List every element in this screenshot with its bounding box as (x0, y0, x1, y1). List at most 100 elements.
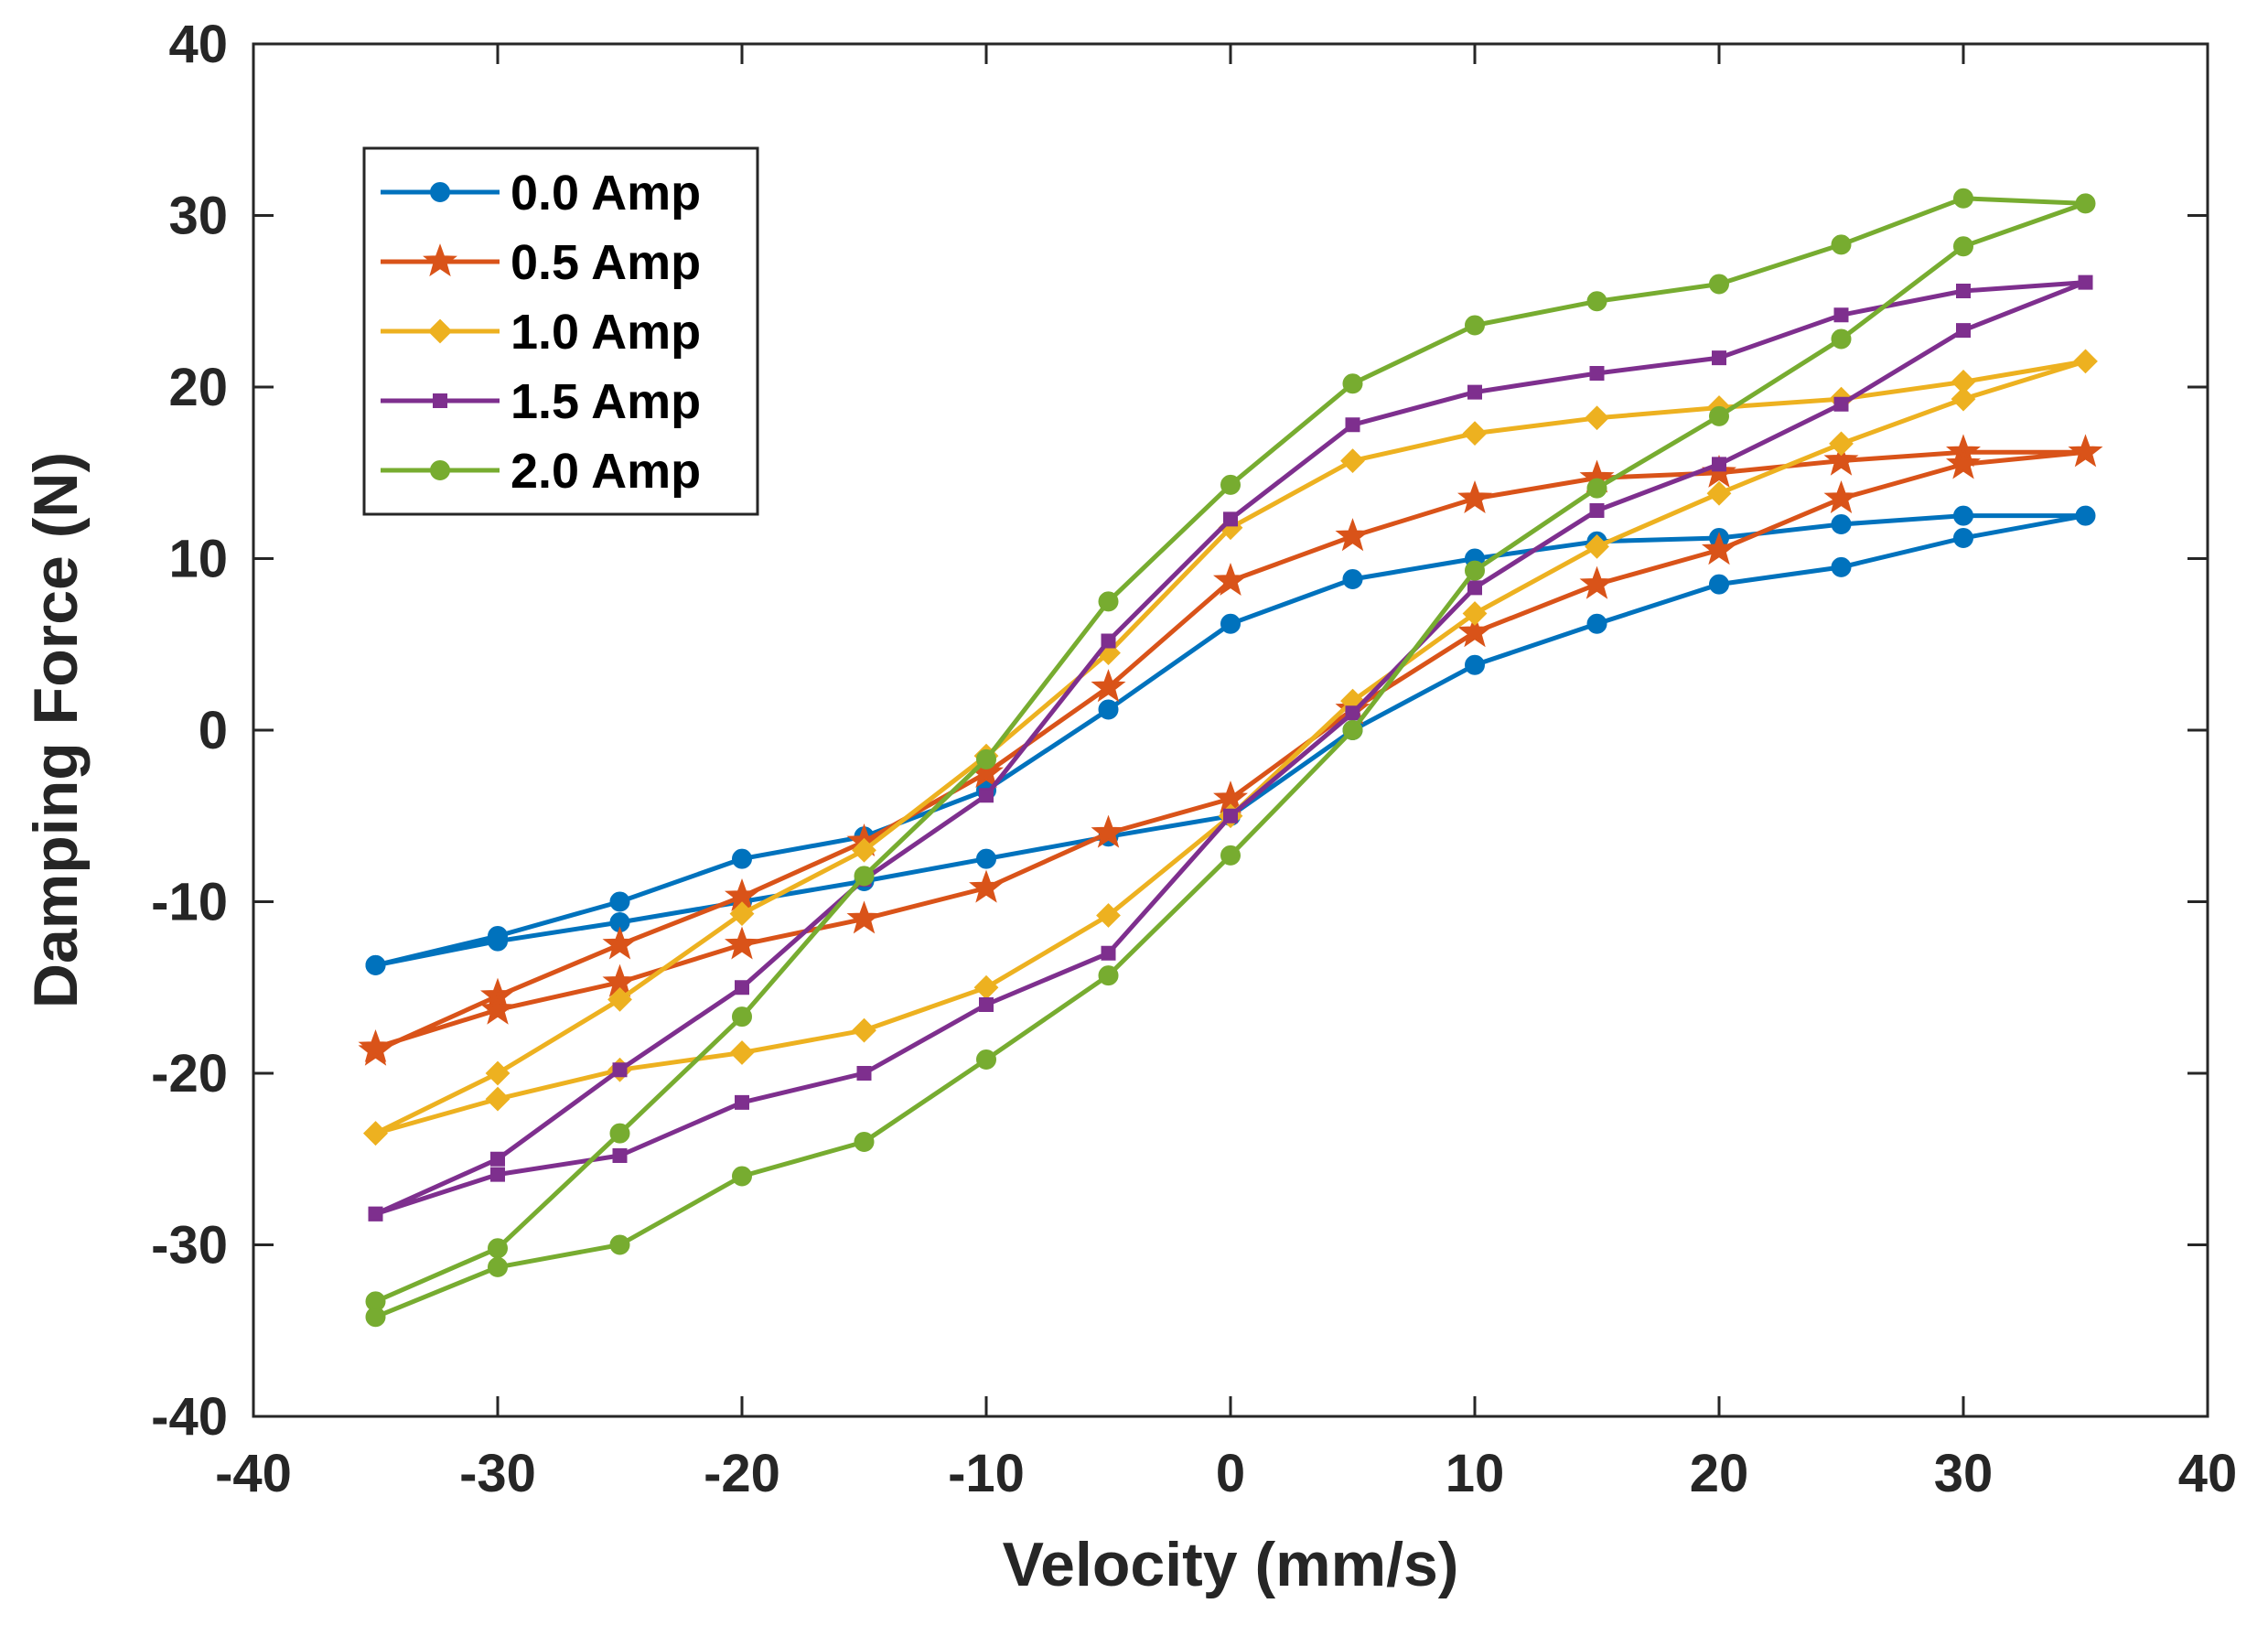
data-point (979, 788, 994, 803)
x-tick-label: 20 (1690, 1444, 1749, 1503)
data-point (852, 837, 876, 863)
data-point (1213, 562, 1248, 596)
axis-ticks: -40 -30 -20 -10 0 10 20 30 40 -40 -30 -20 -10 0 10 20 30… (151, 15, 2237, 1503)
data-point (1579, 565, 1615, 599)
legend-label: 2.0 Amp (511, 444, 701, 499)
data-point (1953, 505, 1973, 526)
data-point (1589, 366, 1605, 381)
data-point (612, 1062, 628, 1078)
data-point (2068, 434, 2103, 468)
legend-marker (430, 182, 450, 202)
data-point (1586, 478, 1607, 499)
data-point (1712, 350, 1726, 366)
data-point (1098, 591, 1119, 612)
data-point (1096, 903, 1121, 928)
data-point (2073, 349, 2098, 374)
legend-item: 1.0 Amp (381, 305, 701, 360)
data-point (1220, 474, 1241, 495)
data-point (1585, 405, 1609, 431)
data-point (1345, 705, 1360, 721)
data-point (1220, 613, 1241, 634)
data-point (488, 1256, 508, 1277)
y-tick-label: 20 (168, 358, 228, 417)
data-point (358, 1028, 393, 1062)
legend-label: 0.0 Amp (511, 166, 701, 221)
data-point (1462, 421, 1488, 447)
data-point (485, 1060, 511, 1086)
data-point (735, 980, 749, 995)
data-point (1706, 480, 1732, 506)
data-point (735, 1094, 749, 1110)
data-point (490, 1151, 505, 1167)
data-point (490, 1167, 505, 1182)
data-point (976, 848, 996, 869)
data-point (365, 1307, 386, 1328)
legend-label: 1.5 Amp (511, 374, 701, 429)
data-point (1946, 446, 1981, 479)
data-point (979, 997, 994, 1012)
data-point (1091, 669, 1126, 703)
x-tick-label: -10 (948, 1444, 1025, 1503)
data-point (480, 991, 515, 1025)
data-point (854, 866, 875, 887)
data-point (1467, 384, 1482, 400)
x-axis-label: Velocity (mm/s) (1003, 1530, 1459, 1599)
series-0-0-amp (365, 505, 2096, 975)
data-point (607, 986, 632, 1012)
x-tick-label: 10 (1446, 1444, 1505, 1503)
y-tick-label: 0 (199, 701, 228, 760)
data-point (976, 1049, 996, 1070)
y-tick-label: -20 (151, 1044, 228, 1103)
data-point (854, 1132, 875, 1152)
data-point (2075, 193, 2096, 214)
data-point (1342, 720, 1363, 740)
x-tick-label: -30 (459, 1444, 536, 1503)
series-2-0-amp (365, 188, 2096, 1328)
data-point (1709, 574, 1729, 595)
data-point (1831, 514, 1852, 534)
data-point (1712, 457, 1726, 472)
data-point (1702, 532, 1736, 565)
y-tick-label: -10 (151, 873, 228, 932)
x-tick-label: 40 (2178, 1444, 2238, 1503)
y-axis-label: Damping Force (N) (21, 452, 91, 1008)
data-point (488, 931, 508, 952)
data-point (1465, 560, 1485, 581)
x-tick-label: 30 (1934, 1444, 1994, 1503)
data-point (488, 1238, 508, 1259)
data-point (1220, 845, 1241, 866)
data-point (368, 1206, 383, 1221)
legend-marker (433, 393, 447, 408)
data-point (602, 926, 638, 960)
legend-label: 0.5 Amp (511, 235, 701, 290)
legend-marker (427, 318, 453, 344)
series-layer (358, 188, 2103, 1328)
data-point (1823, 479, 1859, 513)
data-point (1457, 479, 1492, 513)
data-point (729, 1040, 755, 1065)
data-point (1956, 323, 1971, 339)
data-point (1340, 448, 1365, 474)
data-point (1829, 431, 1854, 457)
data-point (1465, 654, 1485, 675)
data-point (969, 869, 1004, 903)
y-tick-label: -30 (151, 1216, 228, 1275)
data-point (1953, 188, 1973, 209)
data-point (732, 1166, 752, 1187)
x-tick-label: -20 (704, 1444, 780, 1503)
legend-marker (430, 460, 450, 480)
data-point (1457, 614, 1492, 648)
data-point (1465, 315, 1485, 336)
data-point (1467, 580, 1482, 596)
data-point (1101, 633, 1116, 649)
data-point (1956, 284, 1971, 298)
legend-label: 1.0 Amp (511, 305, 701, 360)
legend-item: 0.5 Amp (381, 235, 701, 290)
legend-item: 1.5 Amp (381, 374, 701, 429)
data-point (1823, 442, 1859, 476)
x-tick-label: -40 (215, 1444, 292, 1503)
data-point (1342, 373, 1363, 394)
legend-item: 2.0 Amp (381, 444, 701, 499)
data-point (612, 1148, 628, 1163)
